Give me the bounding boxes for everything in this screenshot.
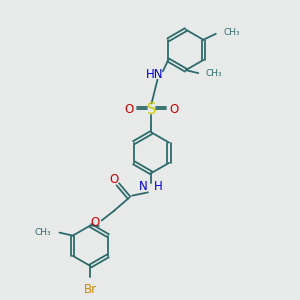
Text: N: N <box>139 180 148 193</box>
Text: CH₃: CH₃ <box>223 28 240 37</box>
Text: O: O <box>124 103 133 116</box>
Text: O: O <box>91 216 100 229</box>
Text: CH₃: CH₃ <box>206 69 222 78</box>
Text: H: H <box>154 180 162 193</box>
Text: O: O <box>110 173 119 186</box>
Text: S: S <box>147 102 156 117</box>
Text: HN: HN <box>146 68 163 81</box>
Text: O: O <box>170 103 179 116</box>
Text: CH₃: CH₃ <box>34 227 51 236</box>
Text: Br: Br <box>84 283 97 296</box>
